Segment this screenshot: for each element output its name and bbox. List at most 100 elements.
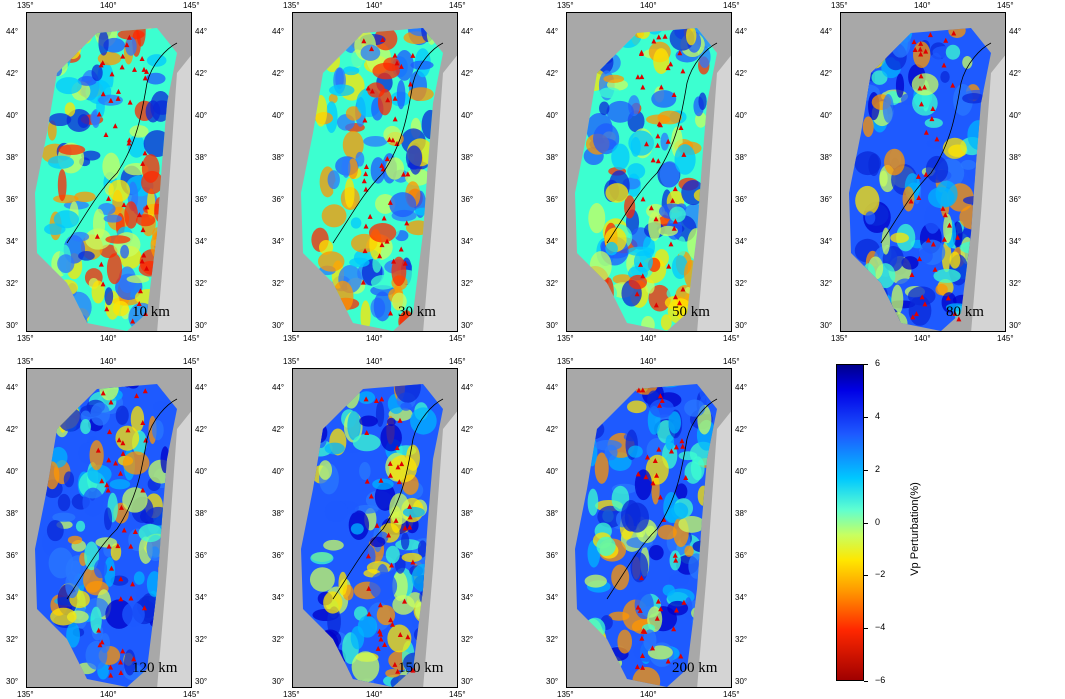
latitude-label: 36°	[735, 551, 748, 560]
velocity-anomaly	[317, 251, 345, 272]
volcano-marker	[673, 294, 679, 300]
volcano-marker	[673, 557, 679, 563]
velocity-anomaly	[350, 626, 365, 650]
latitude-label: 38°	[546, 509, 559, 518]
volcano-marker	[915, 173, 921, 179]
ocean-relief	[157, 411, 191, 687]
latitude-label: 38°	[272, 509, 285, 518]
velocity-anomaly	[389, 493, 410, 525]
latitude-label: 32°	[546, 279, 559, 288]
velocity-anomaly	[327, 170, 340, 190]
latitude-label: 42°	[272, 425, 285, 434]
latitude-label: 36°	[461, 195, 474, 204]
volcano-marker	[941, 62, 947, 68]
volcano-marker	[388, 617, 394, 623]
velocity-anomaly	[606, 100, 634, 123]
velocity-anomaly	[372, 478, 394, 490]
latitude-label: 32°	[195, 635, 208, 644]
velocity-anomaly	[660, 314, 672, 331]
volcano-marker	[96, 111, 102, 117]
latitude-label: 32°	[195, 279, 208, 288]
map-frame	[292, 368, 458, 688]
velocity-anomaly	[82, 487, 104, 517]
colorbar-tick-label: 2	[875, 463, 881, 474]
volcano-marker	[636, 387, 642, 393]
volcano-marker	[113, 460, 119, 466]
latitude-label: 38°	[735, 153, 748, 162]
volcano-marker	[637, 607, 643, 613]
volcano-marker	[651, 38, 657, 44]
volcano-marker	[930, 105, 936, 111]
latitude-label: 38°	[546, 153, 559, 162]
volcano-marker	[927, 32, 933, 38]
velocity-anomaly	[85, 228, 112, 250]
volcano-marker	[942, 212, 948, 218]
longitude-label: 135°	[557, 357, 574, 366]
velocity-anomaly	[52, 512, 76, 523]
longitude-label: 135°	[557, 1, 574, 10]
volcano-marker	[380, 166, 386, 172]
velocity-anomaly	[112, 300, 129, 317]
velocity-anomaly	[94, 559, 108, 579]
velocity-anomaly	[67, 535, 83, 545]
velocity-anomaly	[960, 159, 976, 170]
volcano-marker	[681, 151, 687, 157]
volcano-marker	[385, 97, 391, 103]
volcano-marker	[369, 46, 375, 52]
volcano-marker	[673, 607, 679, 613]
volcano-marker	[668, 448, 674, 454]
latitude-label: 40°	[272, 467, 285, 476]
velocity-anomaly	[387, 624, 412, 653]
velocity-anomaly	[901, 256, 919, 270]
volcano-marker	[136, 300, 142, 306]
volcano-marker	[368, 493, 374, 499]
volcano-marker	[144, 204, 150, 210]
velocity-anomaly	[868, 153, 880, 177]
velocity-anomaly	[327, 606, 341, 637]
velocity-anomaly	[46, 519, 64, 542]
velocity-anomaly	[65, 571, 80, 599]
velocity-anomaly	[665, 434, 675, 451]
volcano-marker	[407, 503, 413, 509]
volcano-marker	[105, 487, 111, 493]
velocity-anomaly	[943, 213, 953, 244]
velocity-anomaly	[98, 30, 109, 56]
latitude-label: 40°	[546, 467, 559, 476]
velocity-anomaly	[89, 440, 104, 471]
latitude-label: 40°	[461, 467, 474, 476]
volcano-marker	[677, 300, 683, 306]
volcano-marker	[946, 222, 952, 228]
velocity-anomaly	[58, 144, 86, 155]
volcano-marker	[392, 52, 398, 58]
volcano-marker	[389, 621, 395, 627]
longitude-label: 145°	[723, 334, 740, 343]
volcano-marker	[117, 659, 123, 665]
latitude-label: 32°	[820, 279, 833, 288]
velocity-anomaly	[627, 400, 647, 414]
volcano-marker	[391, 258, 397, 264]
velocity-anomaly	[924, 203, 941, 234]
velocity-anomaly	[363, 135, 388, 147]
volcano-marker	[640, 273, 646, 279]
velocity-anomaly	[933, 268, 961, 283]
velocity-anomaly	[360, 44, 381, 61]
latitude-label: 30°	[546, 677, 559, 686]
latitude-label: 44°	[6, 27, 19, 36]
velocity-anomaly	[66, 622, 80, 648]
velocity-anomaly	[310, 551, 334, 565]
velocity-anomaly	[594, 439, 622, 451]
latitude-label: 34°	[461, 237, 474, 246]
velocity-anomaly	[122, 487, 148, 513]
latitude-label: 38°	[195, 153, 208, 162]
velocity-anomaly	[323, 591, 343, 614]
longitude-label: 140°	[100, 357, 117, 366]
volcano-marker	[120, 440, 126, 446]
volcano-marker	[657, 122, 663, 128]
latitude-label: 40°	[735, 111, 748, 120]
volcano-marker	[380, 37, 386, 43]
relief-map	[567, 369, 731, 687]
volcano-marker	[382, 642, 388, 648]
velocity-anomaly	[95, 537, 117, 548]
volcano-marker	[656, 446, 662, 452]
volcano-marker	[917, 256, 923, 262]
